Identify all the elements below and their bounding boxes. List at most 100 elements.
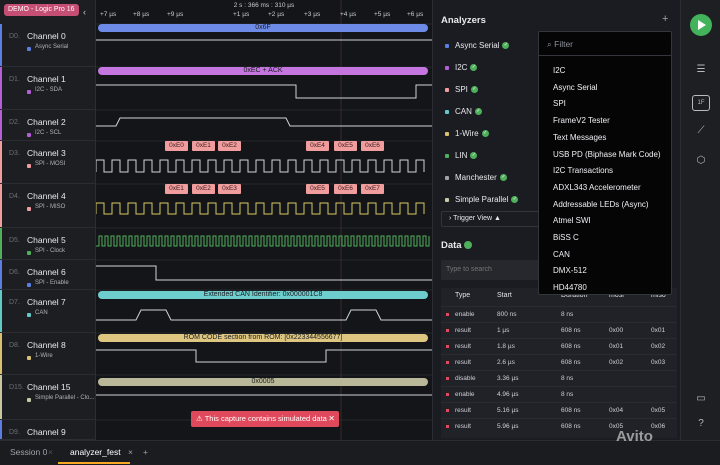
tab-close-icon[interactable]: × <box>48 447 53 457</box>
table-row[interactable]: result 5.16 µs 608 ns 0x04 0x05 <box>441 402 677 418</box>
data-search-input[interactable] <box>441 260 541 280</box>
analyzer-label: 1-Wire <box>455 129 479 138</box>
table-cell: result <box>455 423 471 430</box>
channel-row[interactable]: D3. Channel 3 SPI - MOSI <box>0 141 96 184</box>
dropdown-item[interactable]: HD44780 <box>553 283 587 293</box>
analyzer-item[interactable]: LIN ✓ <box>445 151 478 160</box>
table-row[interactable]: enable 800 ns 8 ns <box>441 306 677 322</box>
collapse-icon[interactable]: ‹ <box>83 7 86 17</box>
row-marker-icon <box>446 377 449 380</box>
table-row[interactable]: result 5.96 µs 608 ns 0x05 0x06 <box>441 418 677 434</box>
run-icon[interactable] <box>690 14 712 36</box>
table-row[interactable]: result 1.8 µs 608 ns 0x01 0x02 <box>441 338 677 354</box>
table-cell: 0x03 <box>651 359 666 366</box>
dropdown-item[interactable]: I2C Transactions <box>553 166 614 176</box>
sliders-icon[interactable]: ☰ <box>696 64 706 75</box>
miso-frame[interactable]: 0xE5 <box>306 184 329 194</box>
channel-row[interactable]: D7. Channel 7 CAN <box>0 290 96 333</box>
channel-row[interactable]: D0. Channel 0 Async Serial <box>0 24 96 67</box>
mosi-frame[interactable]: 0xE0 <box>165 141 188 151</box>
close-icon[interactable]: ✕ <box>328 414 335 423</box>
analyzer-label: SPI <box>455 85 468 94</box>
dropdown-item[interactable]: SPI <box>553 99 566 109</box>
analyzer-item[interactable]: Manchester ✓ <box>445 173 507 182</box>
table-row[interactable]: result 1 µs 608 ns 0x00 0x01 <box>441 322 677 338</box>
help-icon[interactable]: ? <box>698 418 704 429</box>
trigger-view-button[interactable]: › Trigger View ▲ <box>441 211 541 227</box>
channel-row[interactable]: D5. Channel 5 SPI - Clock <box>0 228 96 260</box>
channel-row[interactable]: D8. Channel 8 1-Wire <box>0 333 96 375</box>
analyzer-item[interactable]: I2C ✓ <box>445 63 478 72</box>
table-header[interactable]: mosi <box>609 292 624 299</box>
channel-analyzer-label: SPI - Clock <box>35 248 66 254</box>
channel-row[interactable]: D1. Channel 1 I2C - SDA <box>0 67 96 110</box>
analyzer-item[interactable]: Async Serial ✓ <box>445 41 510 50</box>
channel-row[interactable]: D6. Channel 6 SPI - Enable <box>0 260 96 290</box>
channel-analyzer-label: 1-Wire <box>35 353 53 359</box>
mosi-frame[interactable]: 0xE1 <box>192 141 215 151</box>
miso-frame[interactable]: 0xE1 <box>165 184 188 194</box>
channel-color-bar <box>0 24 2 66</box>
mosi-frame[interactable]: 0xE5 <box>334 141 357 151</box>
filter-input[interactable]: ⌕ Filter <box>539 32 671 56</box>
dropdown-item[interactable]: Atmel SWI <box>553 216 591 226</box>
analyzer-item[interactable]: CAN ✓ <box>445 107 482 116</box>
miso-frame[interactable]: 0xE3 <box>218 184 241 194</box>
channel-row[interactable]: D2. Channel 2 I2C - SCL <box>0 110 96 141</box>
mosi-frame[interactable]: 0xE6 <box>361 141 384 151</box>
table-header[interactable]: miso <box>651 292 666 299</box>
protocol-bar: 0x6F <box>98 24 428 32</box>
analyzer-icon[interactable]: 1F <box>692 95 710 111</box>
mosi-frame[interactable]: 0xE2 <box>218 141 241 151</box>
table-row[interactable]: enable 4.96 µs 8 ns <box>441 386 677 402</box>
analyzer-item[interactable]: 1-Wire ✓ <box>445 129 489 138</box>
table-row[interactable]: disable 3.36 µs 8 ns <box>441 370 677 386</box>
waveform-area[interactable] <box>96 0 432 440</box>
table-row[interactable]: result 2.6 µs 608 ns 0x02 0x03 <box>441 354 677 370</box>
session-label[interactable]: DEMO - Logic Pro 16 <box>4 4 79 16</box>
analyzer-color-icon <box>445 131 449 136</box>
protocol-bar: 0xEC + ACK <box>98 67 428 75</box>
table-header[interactable]: Type <box>455 292 471 299</box>
dropdown-item[interactable]: FrameV2 Tester <box>553 116 610 126</box>
ruler-icon[interactable]: ⟋ <box>697 125 705 136</box>
dropdown-item[interactable]: Text Messages <box>553 132 607 142</box>
analyzers-title: Analyzers <box>441 15 486 26</box>
extensions-icon[interactable]: ⬡ <box>696 155 706 166</box>
channel-color-bar <box>0 290 2 332</box>
dropdown-item[interactable]: USB PD (Biphase Mark Code) <box>553 149 661 159</box>
channel-list: DEMO - Logic Pro 16 ‹ D0. Channel 0 Async … <box>0 0 96 440</box>
analyzer-item[interactable]: SPI ✓ <box>445 85 478 94</box>
analyzer-label: Simple Parallel <box>455 195 509 204</box>
channel-row[interactable]: D15. Channel 15 Simple Parallel - Clo... <box>0 375 96 420</box>
dropdown-item[interactable]: CAN <box>553 249 570 259</box>
table-cell: 608 ns <box>561 327 581 334</box>
miso-frame[interactable]: 0xE7 <box>361 184 384 194</box>
tab-analyzer-fest[interactable]: analyzer_fest <box>70 447 121 457</box>
dropdown-item[interactable]: ADXL343 Accelerometer <box>553 182 641 192</box>
chat-icon[interactable]: ▭ <box>696 393 706 404</box>
table-header[interactable]: Start <box>497 292 512 299</box>
mosi-frame[interactable]: 0xE4 <box>306 141 329 151</box>
protocol-bar: 0x0005 <box>98 378 428 386</box>
add-tab-icon[interactable]: + <box>143 447 148 457</box>
dropdown-item[interactable]: I2C <box>553 66 566 75</box>
channel-color-icon <box>27 164 31 168</box>
dropdown-item[interactable]: BiSS C <box>553 233 579 242</box>
dropdown-item[interactable]: Async Serial <box>553 82 598 92</box>
miso-frame[interactable]: 0xE6 <box>334 184 357 194</box>
analyzer-item[interactable]: Simple Parallel ✓ <box>445 195 519 204</box>
dropdown-item[interactable]: Addressable LEDs (Async) <box>553 199 649 209</box>
channel-row[interactable]: D9. Channel 9 <box>0 420 96 440</box>
simulated-data-banner: ⚠ This capture contains simulated data ✕ <box>191 411 339 427</box>
channel-row[interactable]: D4. Channel 4 SPI - MISO <box>0 184 96 228</box>
add-analyzer-icon[interactable]: + <box>662 13 669 25</box>
check-icon: ✓ <box>511 196 519 204</box>
table-header[interactable]: Duration <box>561 292 588 299</box>
tab-close-icon[interactable]: × <box>128 447 133 457</box>
protocol-bar: Extended CAN Identifier: 0x000001C8 <box>98 291 428 299</box>
table-cell: 4.96 µs <box>497 391 519 398</box>
miso-frame[interactable]: 0xE2 <box>192 184 215 194</box>
dropdown-item[interactable]: DMX-512 <box>553 266 587 276</box>
tab-session-0[interactable]: Session 0 <box>10 447 48 457</box>
